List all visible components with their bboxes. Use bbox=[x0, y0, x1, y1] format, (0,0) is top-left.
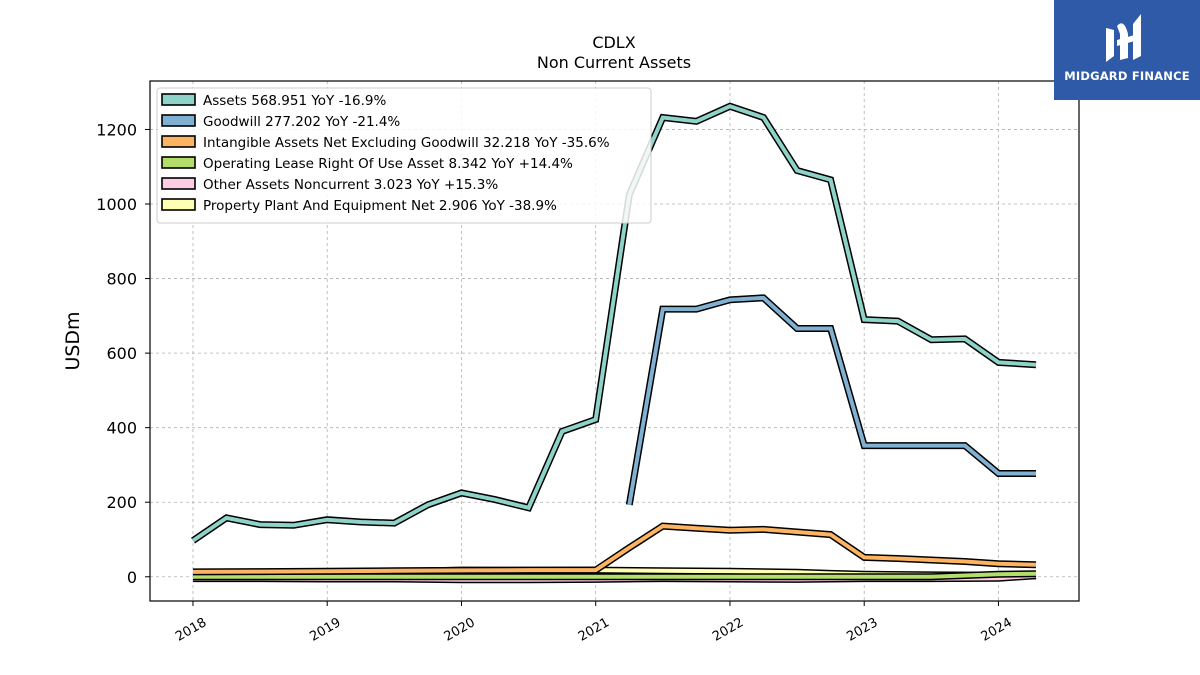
x-tick-label-4: 2022 bbox=[710, 615, 746, 645]
y-axis-label: USDm bbox=[62, 311, 84, 370]
series-3 bbox=[193, 570, 1037, 581]
legend: Assets 568.951 YoY -16.9% Goodwill 277.20… bbox=[156, 87, 652, 224]
legend-swatch-4 bbox=[161, 177, 196, 190]
x-tick-label-0: 2018 bbox=[173, 615, 209, 645]
legend-label-1: Goodwill 277.202 YoY -21.4% bbox=[203, 114, 400, 130]
legend-swatch-1 bbox=[161, 114, 196, 127]
legend-label-0: Assets 568.951 YoY -16.9% bbox=[203, 93, 387, 109]
logo-text: MIDGARD FINANCE bbox=[1064, 69, 1190, 83]
x-tick-label-1: 2019 bbox=[307, 615, 343, 645]
legend-box bbox=[156, 87, 652, 224]
y-tick-label-6: 1200 bbox=[96, 120, 137, 139]
legend-label-2: Intangible Assets Net Excluding Goodwill… bbox=[203, 135, 610, 151]
series-2 bbox=[192, 522, 1037, 576]
x-tick-label-6: 2024 bbox=[979, 615, 1015, 645]
y-tick-label-3: 600 bbox=[106, 344, 137, 363]
series-layer bbox=[191, 102, 1037, 584]
plot-frame bbox=[149, 80, 1080, 602]
legend-swatch-5 bbox=[161, 198, 196, 211]
y-tick-label-4: 800 bbox=[106, 270, 137, 289]
series-0 bbox=[191, 102, 1037, 544]
midgard-logo: MIDGARD FINANCE bbox=[1054, 0, 1200, 100]
legend-label-4: Other Assets Noncurrent 3.023 YoY +15.3% bbox=[203, 177, 498, 193]
legend-label-5: Property Plant And Equipment Net 2.906 Y… bbox=[203, 198, 557, 214]
series-1 bbox=[625, 294, 1036, 506]
y-tick-label-1: 200 bbox=[106, 493, 137, 512]
legend-swatch-3 bbox=[161, 156, 196, 169]
series-line-1 bbox=[627, 295, 1036, 506]
series-line-3 bbox=[193, 571, 1037, 579]
series-line-2 bbox=[192, 524, 1037, 574]
y-tick-label-0: 0 bbox=[127, 568, 137, 587]
midgard-logo-icon bbox=[1106, 14, 1141, 62]
legend-swatch-2 bbox=[161, 135, 196, 148]
x-tick-label-2: 2020 bbox=[442, 615, 478, 645]
series-line-0 bbox=[191, 104, 1037, 543]
x-tick-label-3: 2021 bbox=[576, 615, 612, 645]
x-tick-label-5: 2023 bbox=[844, 615, 880, 645]
series-outline-2 bbox=[192, 522, 1037, 576]
y-tick-label-2: 400 bbox=[106, 419, 137, 438]
y-tick-label-5: 1000 bbox=[96, 195, 137, 214]
chart-subtitle: Non Current Assets bbox=[537, 53, 691, 72]
legend-label-3: Operating Lease Right Of Use Asset 8.342… bbox=[203, 156, 573, 172]
legend-swatch-0 bbox=[161, 93, 196, 106]
chart-title: CDLX bbox=[592, 33, 635, 52]
